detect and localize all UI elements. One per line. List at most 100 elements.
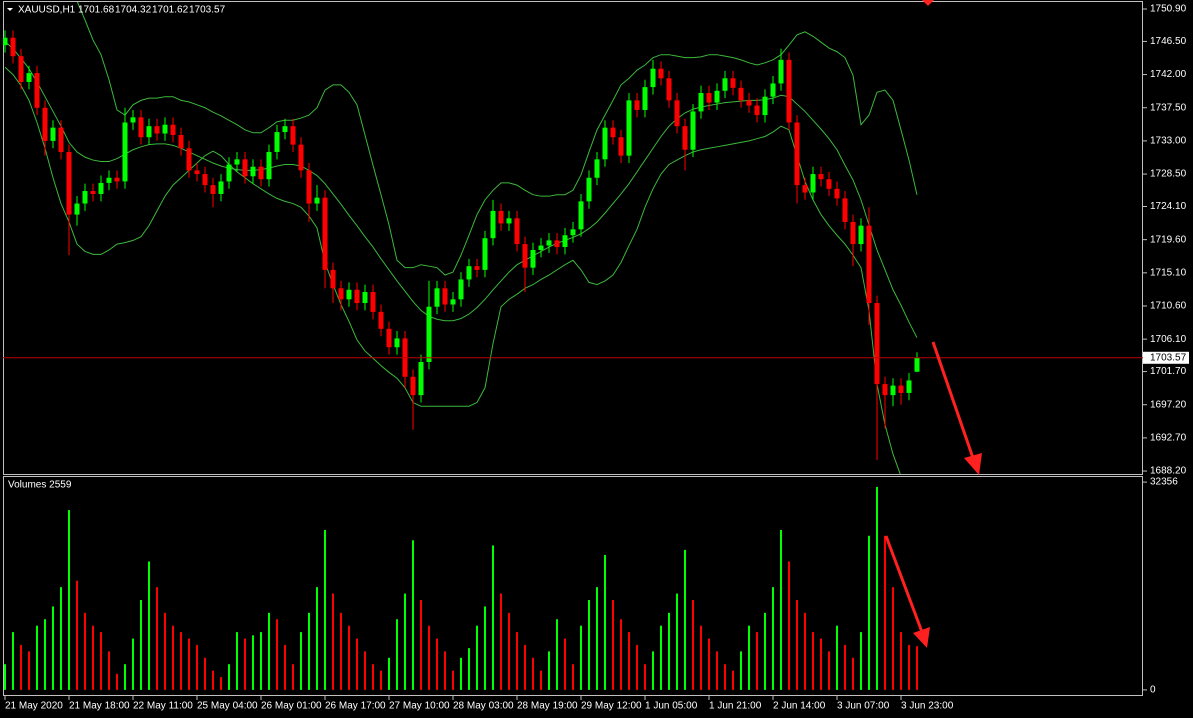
y-tick-label: 1742.00 [1150, 69, 1187, 80]
x-tick-label: 26 May 17:00 [325, 701, 386, 712]
volume-bar [12, 632, 14, 690]
volume-bar [748, 625, 750, 690]
candle-body [3, 37, 8, 46]
volume-bar [868, 535, 870, 690]
candle-body [642, 87, 648, 110]
candle-body [298, 144, 304, 171]
y-tick-label: 1715.10 [1150, 267, 1187, 278]
volume-bar [388, 657, 390, 690]
candle-body [626, 100, 632, 156]
volume-bar [116, 673, 118, 690]
candle-body [410, 376, 416, 396]
volume-bar [380, 670, 382, 690]
candle-body [34, 73, 40, 108]
candle-body [706, 93, 712, 103]
candle-body [610, 127, 616, 138]
volume-bar [588, 599, 590, 690]
candle-body [498, 210, 504, 224]
candle-body [866, 225, 872, 304]
candle-body [890, 385, 896, 396]
volume-bar [700, 625, 702, 690]
x-tick-label: 28 May 03:00 [453, 701, 514, 712]
candle-body [658, 68, 664, 79]
candle-body [314, 197, 320, 204]
x-tick-label: 22 May 11:00 [133, 701, 193, 712]
volume-bar [244, 638, 246, 690]
candle-body [674, 100, 680, 127]
volume-bar [900, 632, 902, 690]
candle-body [562, 235, 568, 248]
annotation-arrow [884, 535, 930, 648]
volume-bar [164, 612, 166, 690]
volume-pane-frame [3, 476, 1143, 696]
candle-body [346, 289, 352, 300]
candle-body [722, 78, 728, 91]
header-low: 1701.62 [152, 5, 189, 16]
candle-body [58, 127, 64, 152]
x-tick-label: 1 Jun 05:00 [645, 701, 698, 712]
volume-bar [156, 587, 158, 690]
volume-bar [708, 638, 710, 690]
volume-bar [844, 644, 846, 690]
volume-bar [236, 632, 238, 690]
candle-body [458, 279, 464, 300]
candle-body [354, 289, 360, 304]
volume-bar [524, 644, 526, 690]
volume-bar [68, 510, 70, 690]
band-line [76, 2, 918, 276]
volume-bar [60, 587, 62, 690]
volume-bar [484, 606, 486, 690]
candle-body [130, 117, 136, 123]
volume-bar [516, 632, 518, 690]
volume-bar [452, 670, 454, 690]
volume-bar [204, 657, 206, 690]
candle-body [778, 59, 784, 84]
volume-bar [716, 651, 718, 690]
x-tick-label: 25 May 04:00 [197, 701, 258, 712]
volume-bar [788, 561, 790, 690]
menu-triangle[interactable] [7, 8, 13, 11]
y-tick-label: 1706.10 [1150, 334, 1187, 345]
candle-body [138, 117, 144, 138]
volume-bar [780, 529, 782, 690]
candle-body [42, 107, 48, 141]
volume-bar [84, 612, 86, 690]
candle-body [426, 306, 432, 362]
candle-body [330, 269, 336, 289]
candle-body [338, 288, 344, 300]
y-tick-label: 1728.50 [1150, 169, 1187, 180]
volume-bar [300, 632, 302, 690]
candle-body [578, 201, 584, 230]
candle-body [290, 126, 296, 145]
header-high: 1704.32 [115, 5, 152, 16]
volume-bar [76, 580, 78, 690]
candle-body [322, 197, 328, 270]
volume-bar [732, 670, 734, 690]
volume-bar [284, 644, 286, 690]
candle-body [850, 221, 856, 245]
candle-body [842, 198, 848, 222]
candle-body [810, 174, 816, 193]
y-tick-label: 1733.00 [1150, 136, 1187, 147]
candle-body [538, 245, 544, 250]
x-tick-label: 26 May 01:00 [261, 701, 322, 712]
volume-bar [348, 625, 350, 690]
volume-bar [852, 657, 854, 690]
candle-body [834, 188, 840, 199]
volume-bar [596, 587, 598, 690]
candle-body [714, 90, 720, 103]
candle-body [258, 166, 264, 180]
volume-bar [132, 638, 134, 690]
volume-bar [28, 651, 30, 690]
volume-title: Volumes 2559 [8, 480, 72, 491]
symbol-label: XAUUSD,H1 [18, 5, 76, 16]
candle-body [690, 111, 696, 150]
volume-bar [636, 644, 638, 690]
volume-bar [100, 632, 102, 690]
candle-body [882, 384, 888, 396]
header-open: 1701.68 [78, 5, 115, 16]
volume-bar [92, 625, 94, 690]
candle-body [186, 148, 192, 171]
candle-body [650, 68, 656, 88]
